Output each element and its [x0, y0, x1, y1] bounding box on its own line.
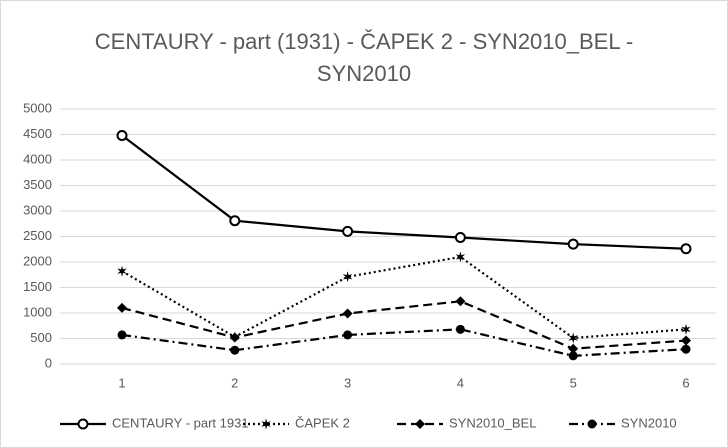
legend-marker — [261, 418, 271, 430]
marker — [455, 324, 465, 334]
marker — [342, 271, 353, 283]
marker — [230, 345, 240, 355]
marker — [680, 243, 692, 255]
x-tick-label: 1 — [118, 375, 125, 390]
marker — [117, 265, 127, 277]
x-tick-label: 3 — [344, 375, 351, 390]
y-tick-label: 2000 — [23, 253, 52, 268]
marker — [229, 215, 241, 227]
marker — [568, 343, 579, 354]
y-tick-label: 500 — [30, 330, 52, 345]
legend-marker — [587, 419, 597, 429]
marker — [681, 323, 691, 335]
series-line — [121, 300, 687, 350]
y-tick-label: 4000 — [23, 151, 52, 166]
chart-title: CENTAURY - part (1931) - ČAPEK 2 - SYN20… — [94, 29, 634, 86]
series-line — [121, 328, 687, 357]
marker — [681, 335, 691, 346]
y-tick-label: 3000 — [23, 202, 52, 217]
marker — [454, 232, 466, 244]
x-tick-label: 5 — [570, 375, 577, 390]
legend-label: SYN2010 — [621, 415, 677, 430]
marker — [342, 225, 354, 237]
marker — [568, 332, 578, 344]
x-tick-label: 2 — [231, 375, 238, 390]
series — [117, 324, 691, 361]
series-line — [121, 255, 687, 340]
legend-marker — [415, 419, 425, 429]
y-tick-label: 3500 — [23, 177, 52, 192]
marker — [116, 130, 128, 142]
marker — [117, 302, 127, 313]
y-tick-label: 4500 — [23, 126, 52, 141]
x-tick-label: 4 — [457, 375, 464, 390]
marker — [343, 330, 353, 340]
marker — [117, 330, 127, 340]
marker — [567, 238, 579, 250]
marker — [455, 251, 466, 263]
series — [116, 130, 692, 255]
y-tick-label: 2500 — [23, 228, 52, 243]
marker — [342, 308, 353, 319]
legend-label: CENTAURY - part 1931 — [112, 415, 249, 430]
marker — [229, 332, 240, 343]
x-tick-label: 6 — [682, 375, 689, 390]
marker — [568, 351, 578, 361]
legend-marker — [77, 418, 89, 430]
y-tick-label: 1500 — [23, 279, 52, 294]
y-tick-label: 1000 — [23, 304, 52, 319]
marker — [681, 344, 691, 354]
y-tick-label: 5000 — [23, 100, 52, 115]
series-line — [121, 134, 687, 250]
legend-label: ČAPEK 2 — [295, 415, 350, 430]
marker — [455, 296, 466, 307]
y-tick-label: 0 — [45, 355, 52, 370]
series — [117, 296, 691, 354]
legend-label: SYN2010_BEL — [449, 415, 536, 430]
